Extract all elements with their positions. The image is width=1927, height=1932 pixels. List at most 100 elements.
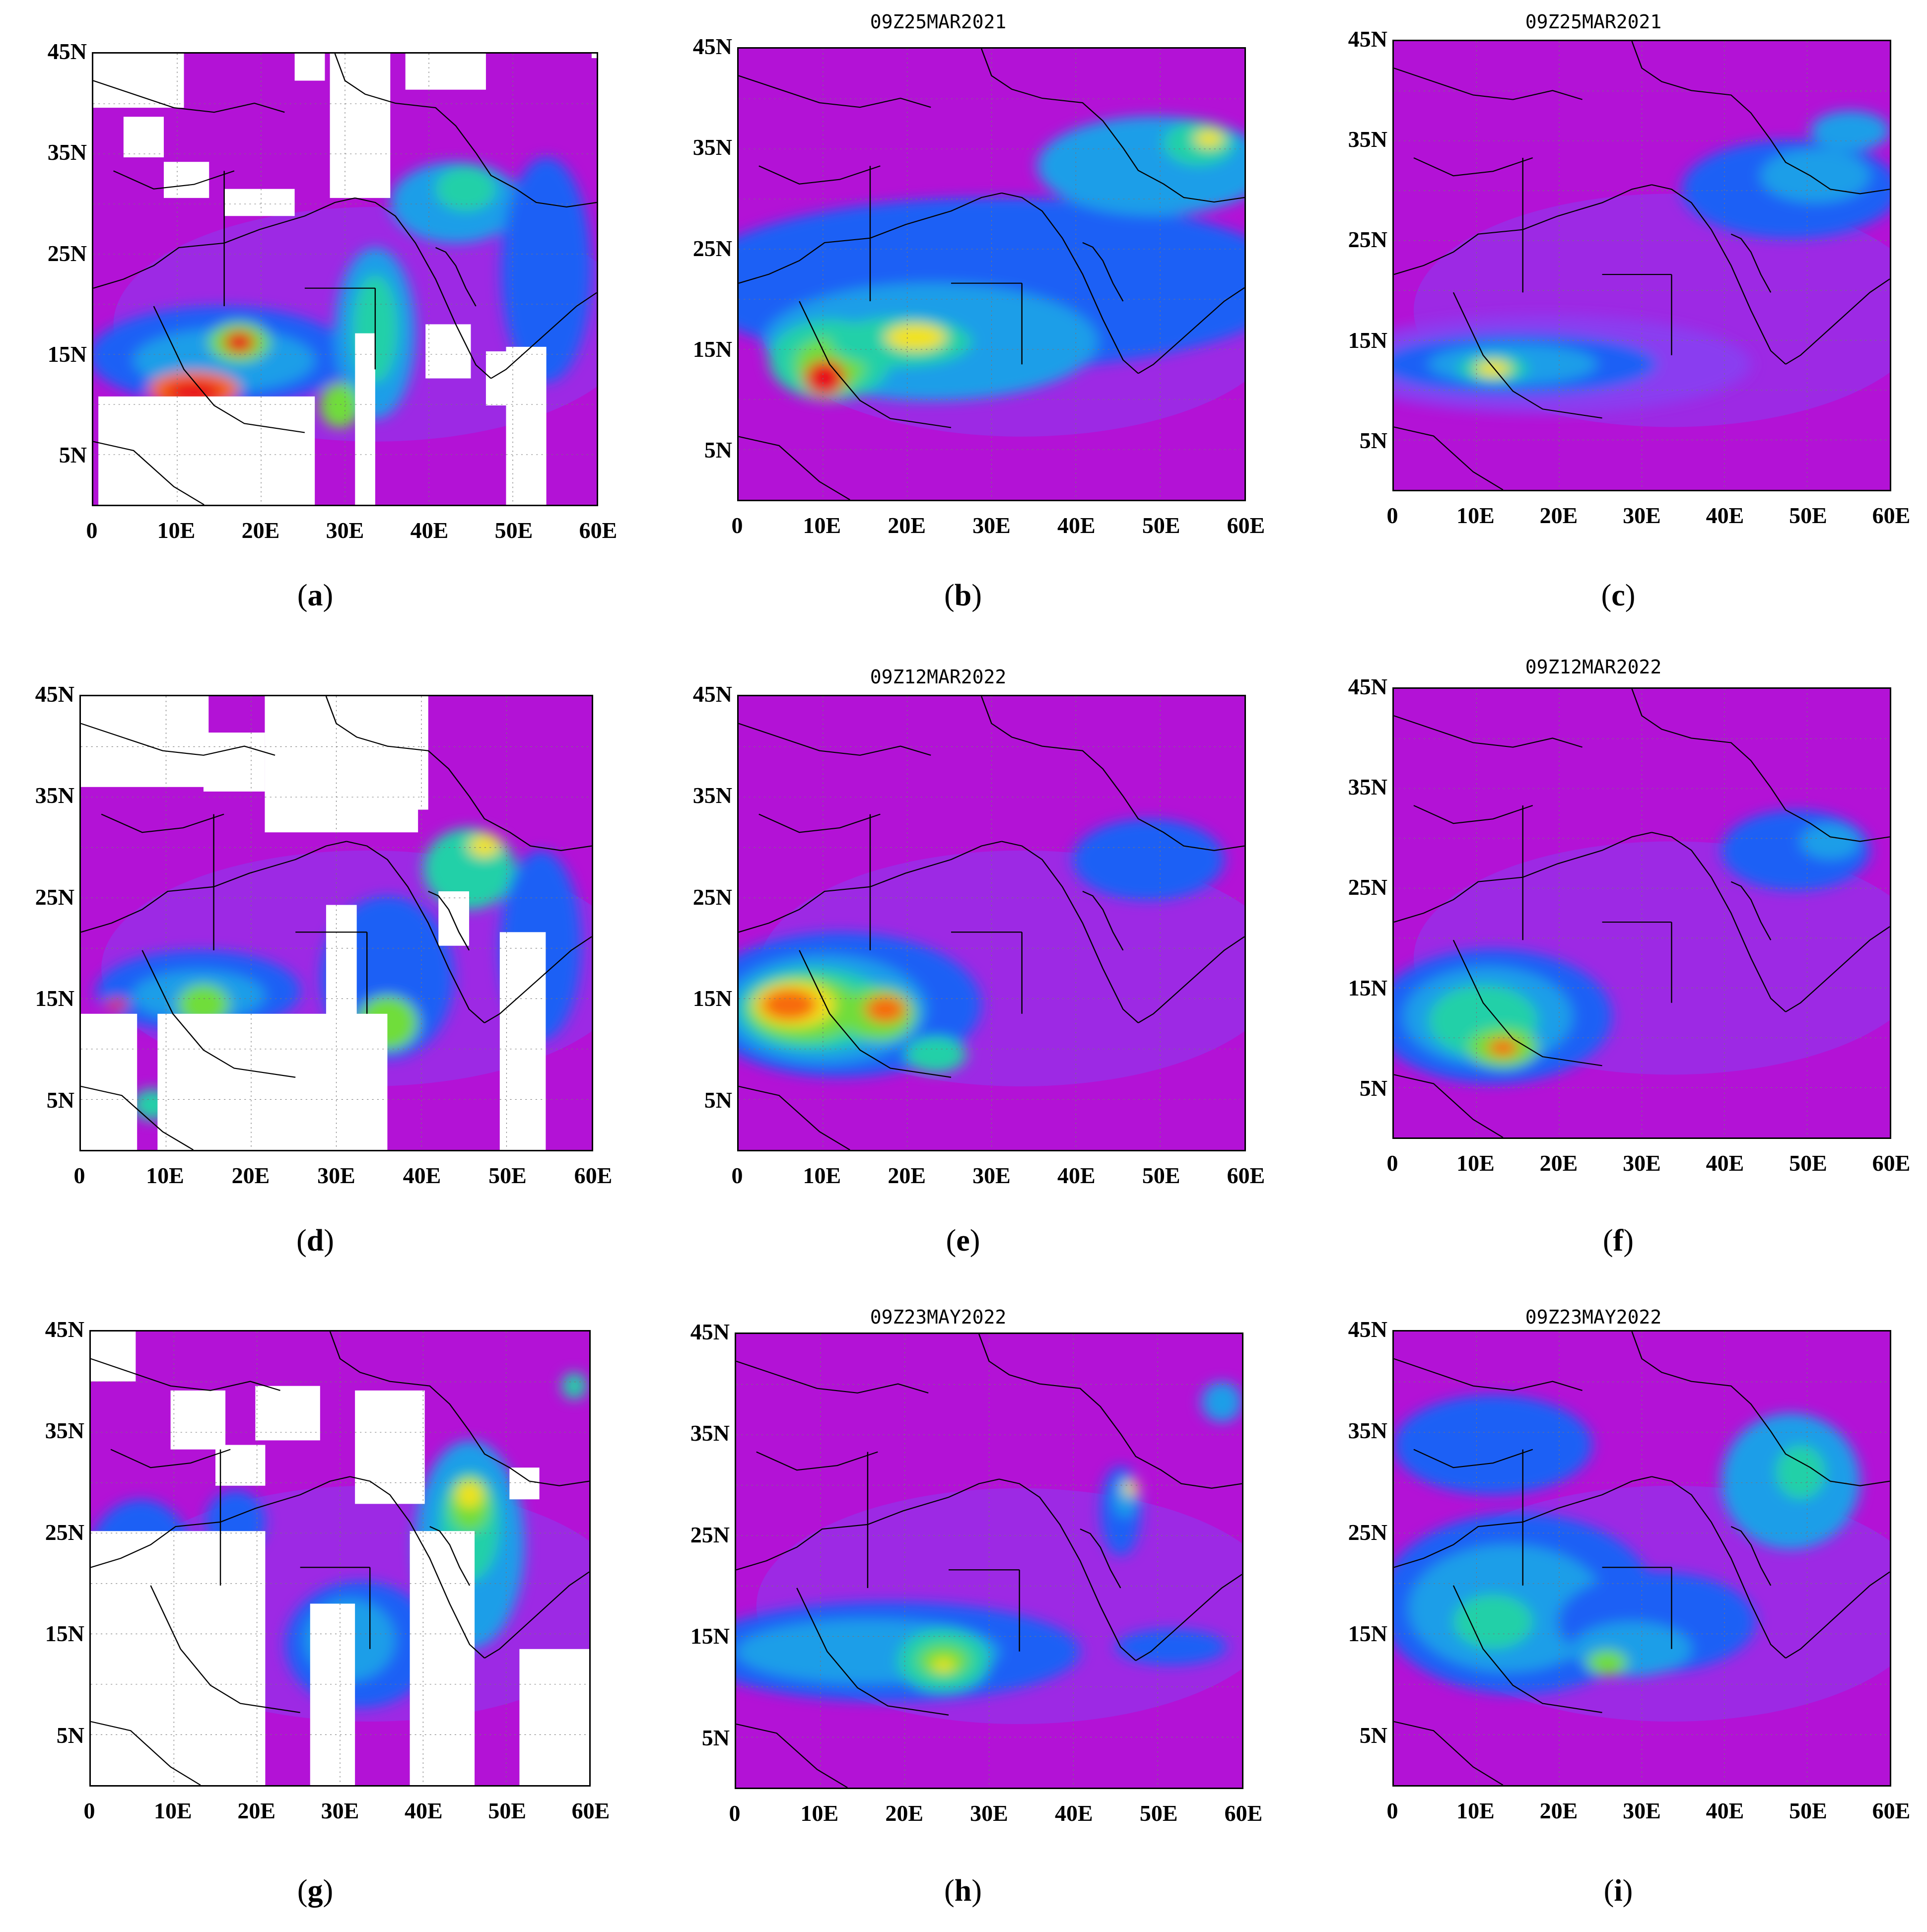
lon-tick-label: 60E — [1227, 513, 1265, 538]
lon-tick-label: 60E — [1224, 1800, 1263, 1826]
coastline — [346, 841, 485, 1023]
coastline — [1394, 1074, 1504, 1137]
panel-a: 45N 35N 25N 15N 5N 0 10E 20E 30E 40E 50E 60E — [0, 0, 618, 615]
coastline — [1631, 689, 1772, 788]
lat-tick-label: 35N — [47, 139, 87, 165]
dust-map — [92, 52, 598, 506]
coastline — [1522, 805, 1672, 1003]
lat-tick-label: 15N — [1348, 327, 1387, 353]
lon-tick-label: 40E — [1706, 1798, 1744, 1823]
lon-tick-label: 50E — [1789, 1150, 1827, 1176]
missing-data-cell — [224, 189, 295, 216]
dust-contour — [469, 834, 500, 858]
coastline — [1138, 936, 1244, 1023]
lat-tick-label: 15N — [692, 336, 732, 362]
coastline — [429, 1526, 471, 1586]
coastline — [869, 814, 1023, 1014]
lat-tick-label: 25N — [45, 1519, 84, 1545]
coastline — [1652, 184, 1787, 365]
coastline — [1522, 158, 1672, 355]
coastline — [81, 1085, 194, 1150]
dust-contour — [1761, 148, 1870, 203]
lat-tick-label: 25N — [35, 884, 74, 910]
lon-tick-label: 0 — [73, 1163, 85, 1188]
panel-letter: h — [954, 1874, 972, 1908]
lon-tick-label: 60E — [1872, 1150, 1911, 1176]
panel-caption: (a) — [297, 579, 334, 612]
coastline — [796, 1588, 949, 1716]
lon-tick-label: 30E — [972, 513, 1011, 538]
panel-e: 09Z12MAR2022 45N 35N 25N 15N 5N 0 10E 20E 30E 40E 5… — [645, 645, 1265, 1261]
missing-data-cell — [81, 696, 209, 787]
coastline — [1452, 939, 1602, 1066]
lon-tick-label: 0 — [729, 1800, 741, 1826]
missing-data-cell — [405, 54, 486, 90]
lon-tick-label: 0 — [731, 513, 743, 538]
dust-contour — [905, 1036, 966, 1073]
missing-data-cell — [410, 1531, 475, 1785]
coastline — [1394, 1358, 1583, 1391]
coastline — [329, 1332, 471, 1432]
lat-tick-label: 5N — [1359, 427, 1387, 453]
lat-tick-label: 35N — [35, 783, 74, 808]
lat-tick-label: 35N — [1348, 774, 1387, 800]
lon-tick-label: 20E — [885, 1800, 923, 1826]
coastline — [1770, 787, 1890, 842]
coastline — [739, 1085, 850, 1150]
dust-contour — [423, 828, 515, 910]
lon-tick-label: 30E — [1623, 1798, 1661, 1823]
panel-c: 09Z25MAR2021 45N 35N 25N 15N 5N 0 10E 20E 30E 40E 5… — [1301, 0, 1911, 615]
coastline — [758, 813, 881, 833]
dust-contour — [1810, 111, 1890, 151]
coastline — [758, 165, 881, 185]
dust-contour — [1195, 130, 1224, 148]
coastline — [1522, 1449, 1672, 1649]
lon-tick-label: 10E — [1456, 1798, 1495, 1823]
coastline — [1394, 67, 1583, 100]
coastline — [91, 1721, 201, 1785]
missing-data-cell — [123, 117, 164, 158]
lat-tick-label: 5N — [1359, 1075, 1387, 1101]
dust-contour — [320, 383, 360, 428]
coastline — [799, 950, 952, 1078]
lon-tick-label: 10E — [803, 513, 841, 538]
lon-tick-label: 50E — [1789, 1798, 1827, 1823]
coastline — [469, 1431, 589, 1486]
lat-tick-label: 5N — [701, 1725, 730, 1750]
coastline — [978, 1334, 1121, 1434]
map-svg — [1394, 689, 1890, 1137]
lon-tick-label: 60E — [1872, 1798, 1911, 1823]
coastline — [1785, 926, 1890, 1012]
panel-d: 45N 35N 25N 15N 5N 0 10E 20E 30E 40E 50E 60E — [0, 645, 613, 1261]
dust-contour — [1201, 1381, 1242, 1423]
coastline — [1631, 41, 1772, 140]
dust-map — [1392, 40, 1891, 491]
lon-tick-label: 10E — [1456, 1150, 1495, 1176]
dust-contour — [804, 360, 845, 396]
panel-caption: (c) — [1601, 579, 1636, 612]
missing-data-cell — [326, 905, 357, 1060]
lat-tick-label: 25N — [1348, 874, 1387, 900]
lat-tick-label: 35N — [692, 134, 732, 160]
dust-contour — [865, 996, 906, 1023]
dust-contour — [1475, 360, 1511, 377]
lat-tick-label: 15N — [35, 986, 74, 1011]
map-svg — [91, 1332, 589, 1785]
lon-tick-label: 50E — [1139, 1800, 1178, 1826]
dust-contour — [885, 324, 946, 351]
lon-tick-label: 0 — [1386, 503, 1398, 528]
coastline — [325, 696, 470, 797]
coastline — [110, 1449, 231, 1468]
panel-letter: f — [1613, 1224, 1624, 1258]
coastline — [475, 152, 597, 208]
panel-i: 09Z23MAY2022 45N 35N 25N 15N 5N 0 10E 20E 30E 40E 5… — [1301, 1300, 1911, 1916]
lon-tick-label: 20E — [888, 1163, 926, 1188]
lon-tick-label: 0 — [731, 1163, 743, 1188]
missing-data-cell — [425, 324, 471, 379]
lon-tick-label: 40E — [1054, 1800, 1093, 1826]
lat-tick-label: 35N — [1348, 1418, 1387, 1444]
map-svg — [93, 54, 597, 505]
lat-tick-label: 45N — [1348, 674, 1387, 699]
map-svg — [736, 1334, 1242, 1788]
